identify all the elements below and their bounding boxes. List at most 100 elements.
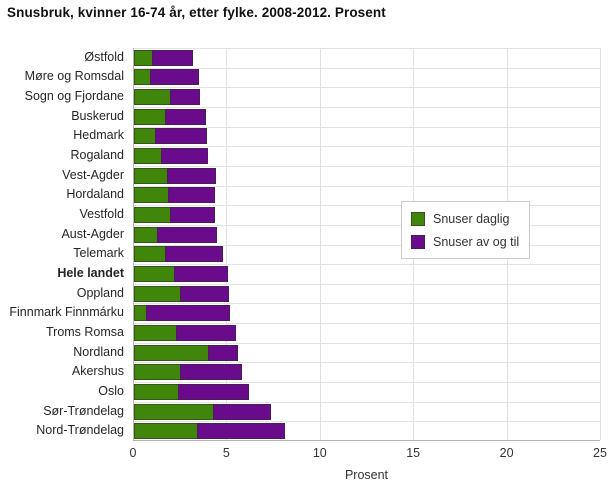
bar-segment-daily	[134, 69, 151, 85]
category-label: Hedmark	[73, 128, 124, 142]
bar-segment-daily	[134, 325, 177, 341]
bar-segment-daily	[134, 364, 181, 380]
category-label: Nordland	[73, 345, 124, 359]
daily-swatch-icon	[411, 211, 425, 226]
category-label: Buskerud	[71, 109, 124, 123]
bar-segment-occasional	[180, 286, 229, 302]
bar-segment-daily	[134, 50, 153, 66]
category-label: Sogn og Fjordane	[24, 89, 124, 103]
category-label: Finnmark Finnmárku	[9, 305, 124, 319]
bar-row	[134, 345, 238, 361]
bar-row	[134, 109, 206, 125]
gridline-horizontal	[134, 421, 600, 422]
category-label: Troms Romsa	[45, 325, 124, 339]
x-axis-title: Prosent	[344, 468, 389, 482]
gridline-horizontal	[134, 343, 600, 344]
bar-segment-occasional	[197, 423, 285, 439]
legend: Snuser daglig Snuser av og til	[401, 201, 531, 259]
bar-row	[134, 423, 285, 439]
bar-segment-daily	[134, 286, 181, 302]
bar-segment-occasional	[178, 384, 249, 400]
category-label: Hordaland	[66, 187, 124, 201]
bar-segment-occasional	[180, 364, 242, 380]
gridline-horizontal	[134, 48, 600, 49]
bar-row	[134, 168, 216, 184]
bar-segment-occasional	[168, 187, 215, 203]
gridline-horizontal	[134, 264, 600, 265]
bar-segment-occasional	[152, 50, 193, 66]
y-axis-labels: Østfold Møre og Romsdal Sogn og Fjordane Bu…	[0, 48, 129, 441]
plot-area	[133, 48, 601, 441]
category-label: Nord-Trøndelag	[36, 423, 124, 437]
gridline-horizontal	[134, 303, 600, 304]
gridline-horizontal	[134, 87, 600, 88]
gridline-horizontal	[134, 166, 600, 167]
category-label: Akershus	[71, 364, 124, 378]
bar-segment-occasional	[208, 345, 238, 361]
bar-segment-daily	[134, 266, 175, 282]
gridline-horizontal	[134, 127, 600, 128]
gridline-horizontal	[134, 362, 600, 363]
bar-segment-daily	[134, 404, 214, 420]
bar-row	[134, 227, 217, 243]
gridline-vertical	[319, 48, 321, 440]
bar-segment-daily	[134, 345, 209, 361]
bar-segment-daily	[134, 384, 179, 400]
bar-row	[134, 69, 199, 85]
category-label: Telemark	[73, 246, 124, 260]
bar-row	[134, 286, 229, 302]
bar-segment-occasional	[167, 168, 216, 184]
bar-segment-occasional	[170, 89, 200, 105]
bar-row	[134, 384, 249, 400]
bar-row	[134, 325, 236, 341]
bar-row	[134, 128, 207, 144]
gridline-vertical	[226, 48, 228, 440]
x-tick-label: 25	[593, 446, 607, 460]
bar-segment-daily	[134, 187, 169, 203]
legend-item-daily: Snuser daglig	[411, 209, 519, 228]
bar-segment-occasional	[165, 109, 206, 125]
bar-row	[134, 246, 223, 262]
gridline-horizontal	[134, 68, 600, 69]
category-label: Hele landet	[57, 266, 124, 280]
bar-segment-occasional	[161, 148, 208, 164]
bar-segment-daily	[134, 246, 166, 262]
gridline-horizontal	[134, 225, 600, 226]
legend-label-daily: Snuser daglig	[433, 211, 510, 226]
occasional-swatch-icon	[411, 234, 425, 249]
bar-segment-occasional	[165, 246, 223, 262]
chart-title: Snusbruk, kvinner 16-74 år, etter fylke.…	[7, 5, 386, 20]
gridline-horizontal	[134, 323, 600, 324]
bar-segment-occasional	[150, 69, 199, 85]
bar-row	[134, 266, 228, 282]
bar-segment-occasional	[146, 305, 230, 321]
gridline-horizontal	[134, 146, 600, 147]
x-tick-label: 15	[406, 446, 421, 460]
gridline-horizontal	[134, 107, 600, 108]
category-label: Oppland	[76, 286, 124, 300]
gridline-horizontal	[134, 186, 600, 187]
bar-segment-occasional	[176, 325, 236, 341]
bar-row	[134, 50, 193, 66]
bar-row	[134, 305, 230, 321]
bar-segment-daily	[134, 207, 171, 223]
legend-item-occasional: Snuser av og til	[411, 232, 519, 251]
bar-segment-occasional	[174, 266, 228, 282]
bar-segment-occasional	[213, 404, 271, 420]
bar-segment-daily	[134, 168, 168, 184]
bar-row	[134, 187, 215, 203]
gridline-horizontal	[134, 284, 600, 285]
bar-segment-occasional	[155, 128, 207, 144]
category-label: Vestfold	[79, 207, 124, 221]
gridline-horizontal	[134, 382, 600, 383]
bar-segment-daily	[134, 423, 198, 439]
legend-label-occasional: Snuser av og til	[433, 234, 520, 249]
x-axis-ticks: 0 5 10 15 20 25	[0, 446, 610, 462]
x-tick-label: 20	[499, 446, 514, 460]
bar-row	[134, 89, 200, 105]
category-label: Østfold	[84, 50, 124, 64]
bar-row	[134, 148, 208, 164]
gridline-vertical	[600, 48, 601, 440]
gridline-horizontal	[134, 402, 600, 403]
